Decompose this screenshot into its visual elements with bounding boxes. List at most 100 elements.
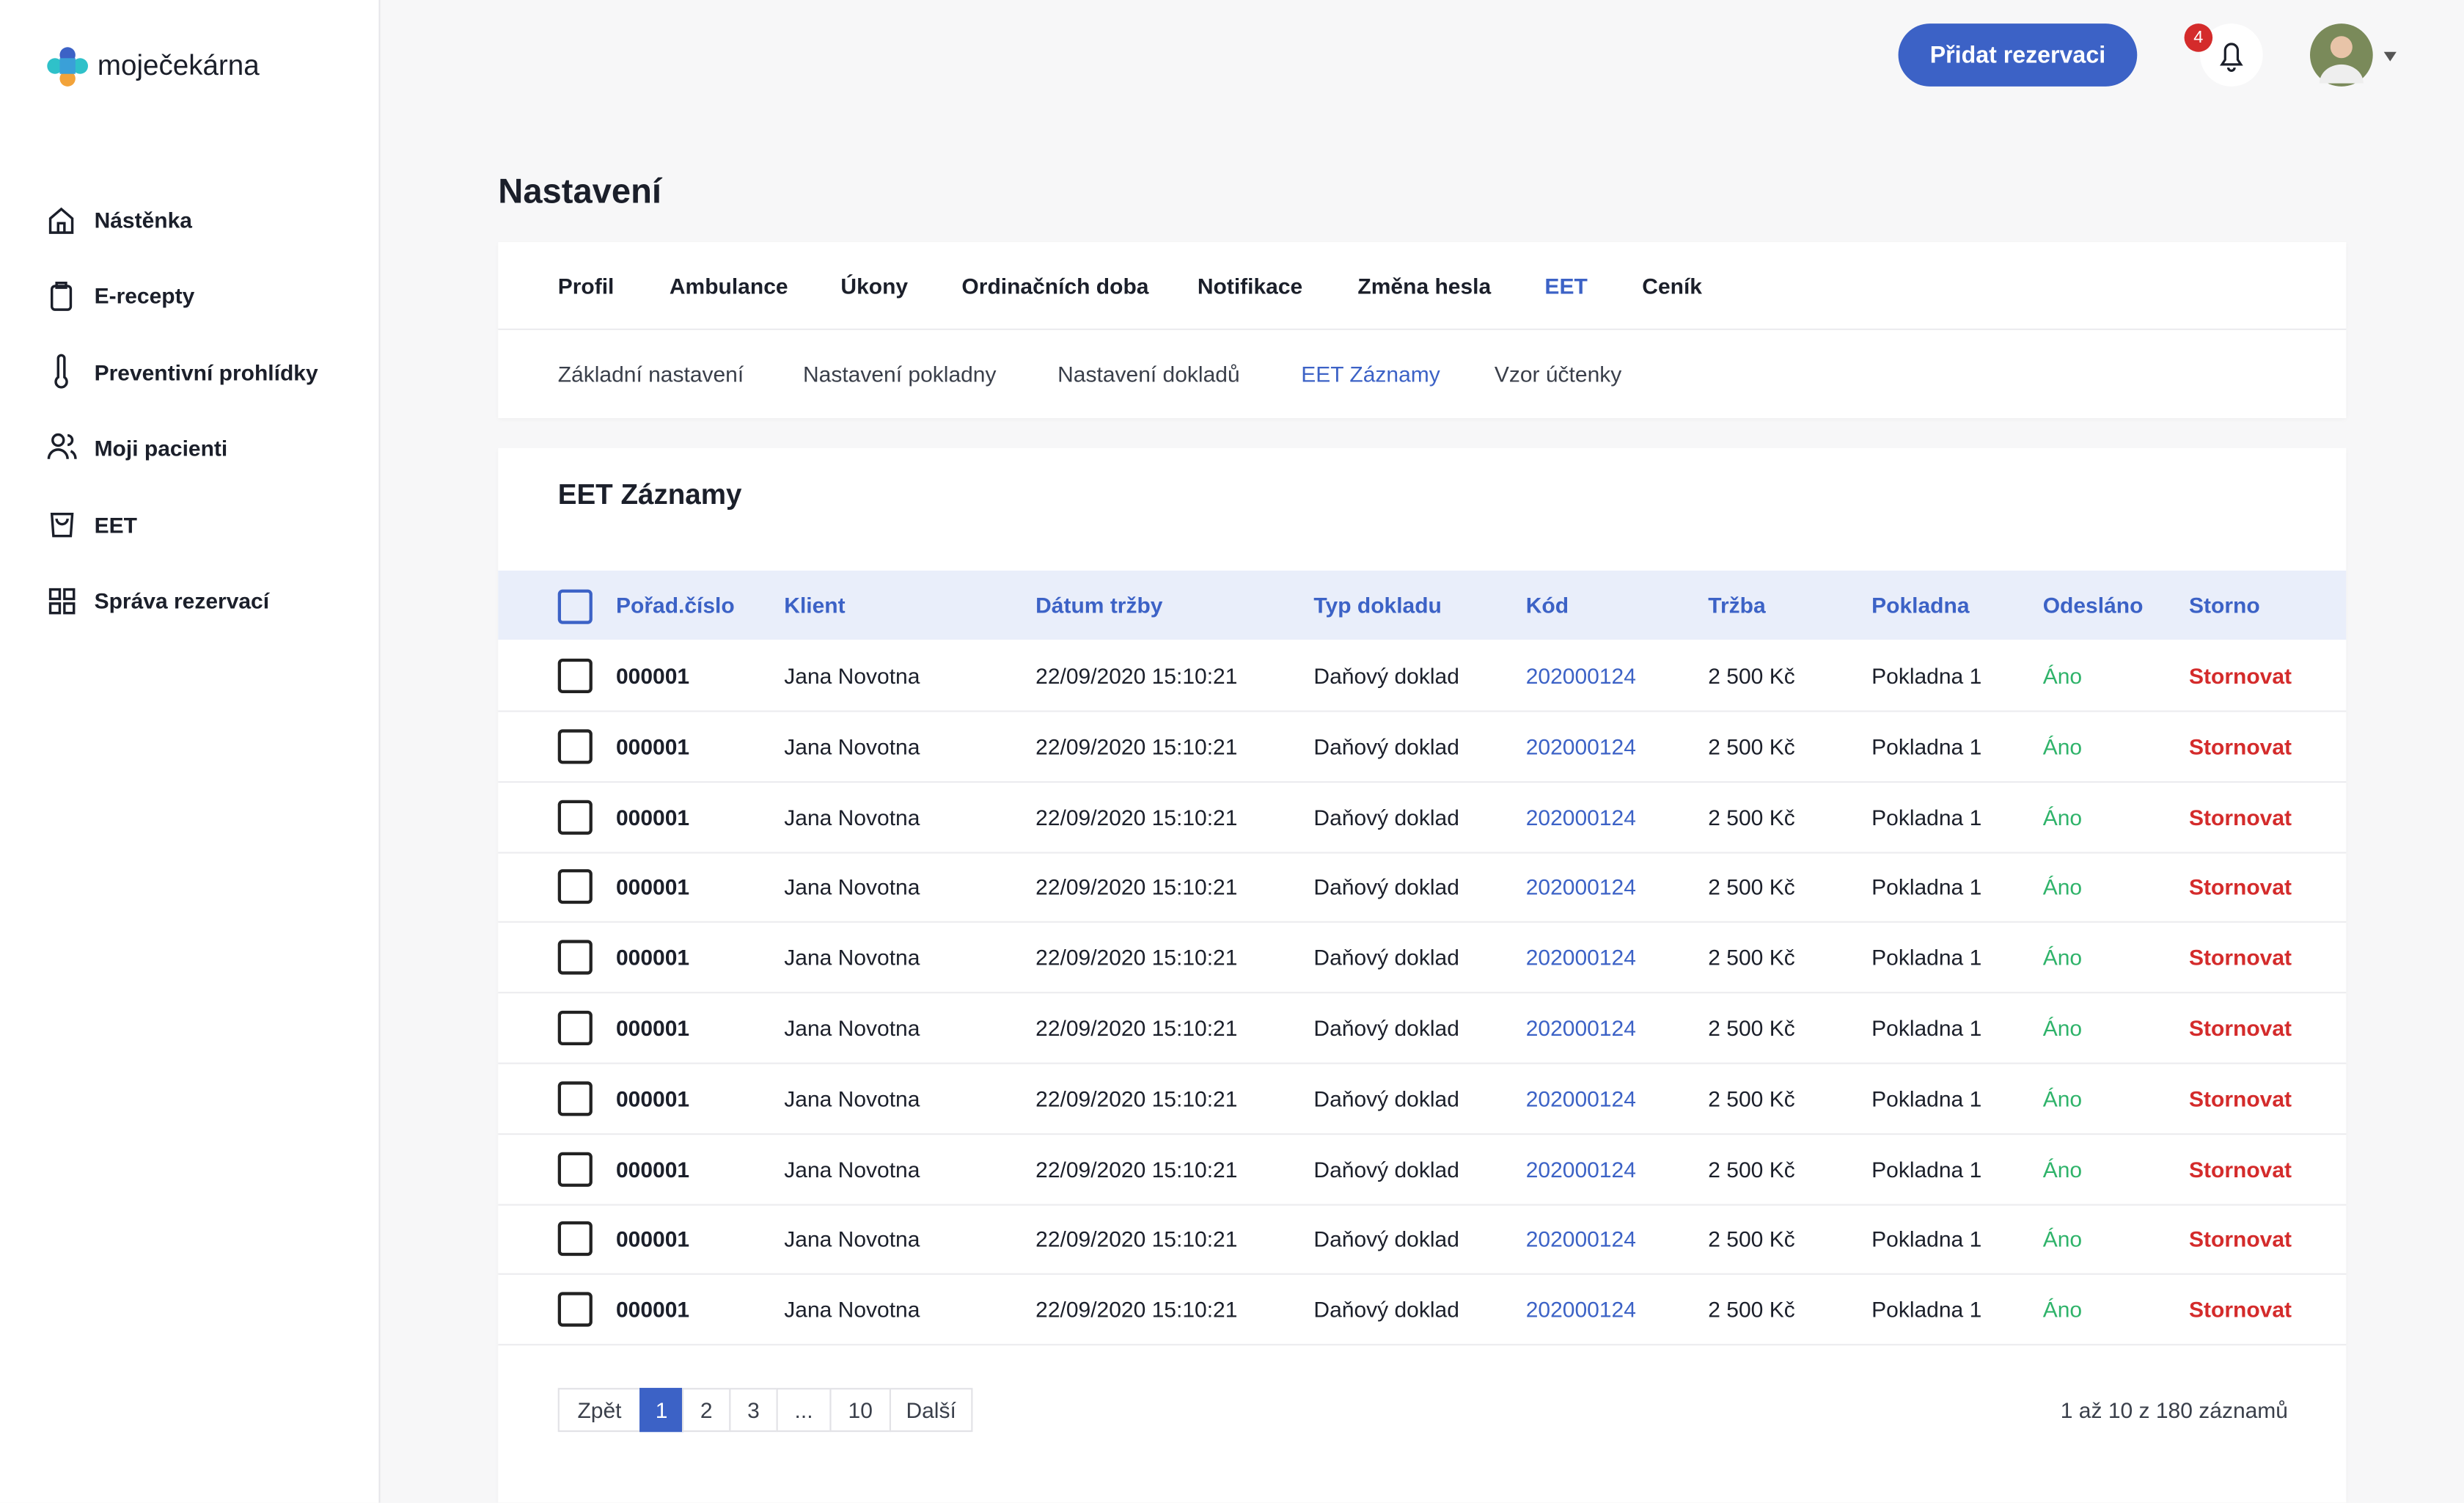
cell: Pokladna 1 [1871, 1226, 1982, 1252]
cell: 000001 [616, 663, 690, 689]
select-all-checkbox[interactable] [557, 589, 593, 624]
row-checkbox[interactable] [557, 940, 593, 975]
cell: Pokladna 1 [1871, 1156, 1982, 1182]
pagination-page[interactable]: 10 [829, 1388, 891, 1433]
row-divider [498, 921, 2347, 924]
cell: 22/09/2020 15:10:21 [1035, 1226, 1238, 1252]
cell: Daňový doklad [1313, 804, 1459, 830]
cell: Pokladna 1 [1871, 804, 1982, 830]
subtab[interactable]: Nastavení pokladny [803, 361, 997, 387]
tab[interactable]: Notifikace [1197, 273, 1303, 299]
row-checkbox[interactable] [557, 799, 593, 834]
cell: Áno [2042, 874, 2083, 900]
table-header-bg [498, 570, 2347, 640]
add-reservation-button[interactable]: Přidat rezervaci [1898, 23, 2138, 87]
tab[interactable]: Změna hesla [1357, 273, 1492, 299]
nav-item[interactable]: Nástěnka [94, 207, 192, 233]
subtab[interactable]: Vzor účtenky [1494, 361, 1622, 387]
nav-item[interactable]: Správa rezervací [94, 588, 270, 613]
cell[interactable]: Stornovat [2189, 1226, 2292, 1252]
cell: 2 500 Kč [1708, 804, 1795, 830]
cell[interactable]: 202000124 [1525, 804, 1636, 830]
cell: Daňový doklad [1313, 1156, 1459, 1182]
pagination-prev[interactable]: Zpět [557, 1388, 642, 1433]
pagination-page[interactable]: ... [776, 1388, 832, 1433]
cell: 22/09/2020 15:10:21 [1035, 1015, 1238, 1041]
cell: Jana Novotna [784, 804, 920, 830]
subtab[interactable]: Nastavení dokladů [1057, 361, 1240, 387]
nav-item[interactable]: Moji pacienti [94, 435, 228, 461]
cell: Daňový doklad [1313, 1015, 1459, 1041]
cell: Pokladna 1 [1871, 945, 1982, 970]
cell: 000001 [616, 945, 690, 970]
row-divider [498, 1203, 2347, 1205]
nav-item[interactable]: E-recepty [94, 282, 195, 308]
row-checkbox[interactable] [557, 1151, 593, 1186]
cell: Áno [2042, 1015, 2083, 1041]
row-checkbox[interactable] [557, 658, 593, 693]
nav-item[interactable]: Preventivní prohlídky [94, 359, 318, 385]
cell: 22/09/2020 15:10:21 [1035, 1297, 1238, 1323]
cell[interactable]: 202000124 [1525, 734, 1636, 759]
cell: 000001 [616, 1226, 690, 1252]
column-header: Typ dokladu [1313, 592, 1442, 618]
tab[interactable]: Profil [557, 273, 615, 299]
cell: Pokladna 1 [1871, 1015, 1982, 1041]
cell[interactable]: Stornovat [2189, 874, 2292, 900]
nav-item[interactable]: EET [94, 512, 137, 538]
tab[interactable]: Ordinačních doba [961, 273, 1149, 299]
cell: Jana Novotna [784, 1015, 920, 1041]
row-divider [498, 1062, 2347, 1064]
cell[interactable]: 202000124 [1525, 1015, 1636, 1041]
tab[interactable]: EET [1544, 273, 1588, 299]
cell[interactable]: 202000124 [1525, 1086, 1636, 1111]
cell[interactable]: 202000124 [1525, 663, 1636, 689]
cell[interactable]: Stornovat [2189, 804, 2292, 830]
column-header: Odesláno [2042, 592, 2144, 618]
cell[interactable]: Stornovat [2189, 1297, 2292, 1323]
column-header: Kód [1525, 592, 1569, 618]
cell[interactable]: Stornovat [2189, 734, 2292, 759]
row-divider [498, 1273, 2347, 1276]
cell[interactable]: Stornovat [2189, 663, 2292, 689]
cell[interactable]: Stornovat [2189, 945, 2292, 970]
cell: 22/09/2020 15:10:21 [1035, 1086, 1238, 1111]
cell: Daňový doklad [1313, 734, 1459, 759]
pagination-next[interactable]: Další [889, 1388, 973, 1433]
tab[interactable]: Ceník [1642, 273, 1702, 299]
cell[interactable]: 202000124 [1525, 874, 1636, 900]
row-checkbox[interactable] [557, 1010, 593, 1045]
cell: Jana Novotna [784, 734, 920, 759]
cell[interactable]: 202000124 [1525, 1226, 1636, 1252]
cell: Jana Novotna [784, 1226, 920, 1252]
cell: Jana Novotna [784, 1156, 920, 1182]
page-title: Nastavení [498, 171, 662, 211]
cell: 000001 [616, 804, 690, 830]
cell: 2 500 Kč [1708, 1086, 1795, 1111]
row-checkbox[interactable] [557, 728, 593, 764]
cell: Daňový doklad [1313, 1297, 1459, 1323]
cell: 22/09/2020 15:10:21 [1035, 1156, 1238, 1182]
pagination-page[interactable]: 1 [639, 1388, 684, 1433]
row-checkbox[interactable] [557, 1221, 593, 1257]
cell: Pokladna 1 [1871, 734, 1982, 759]
cell[interactable]: 202000124 [1525, 945, 1636, 970]
cell[interactable]: 202000124 [1525, 1156, 1636, 1182]
subtab[interactable]: EET Záznamy [1301, 361, 1440, 387]
cell[interactable]: Stornovat [2189, 1015, 2292, 1041]
row-checkbox[interactable] [557, 1080, 593, 1116]
cell: 2 500 Kč [1708, 1015, 1795, 1041]
pagination-page[interactable]: 2 [682, 1388, 731, 1433]
subtab[interactable]: Základní nastavení [557, 361, 744, 387]
tab[interactable]: Ambulance [669, 273, 788, 299]
row-checkbox[interactable] [557, 869, 593, 904]
row-checkbox[interactable] [557, 1292, 593, 1327]
cell[interactable]: 202000124 [1525, 1297, 1636, 1323]
cell: 22/09/2020 15:10:21 [1035, 945, 1238, 970]
tab[interactable]: Úkony [840, 273, 909, 299]
cell[interactable]: Stornovat [2189, 1086, 2292, 1111]
cell: Jana Novotna [784, 874, 920, 900]
cell: Jana Novotna [784, 1297, 920, 1323]
pagination-page[interactable]: 3 [729, 1388, 778, 1433]
cell[interactable]: Stornovat [2189, 1156, 2292, 1182]
